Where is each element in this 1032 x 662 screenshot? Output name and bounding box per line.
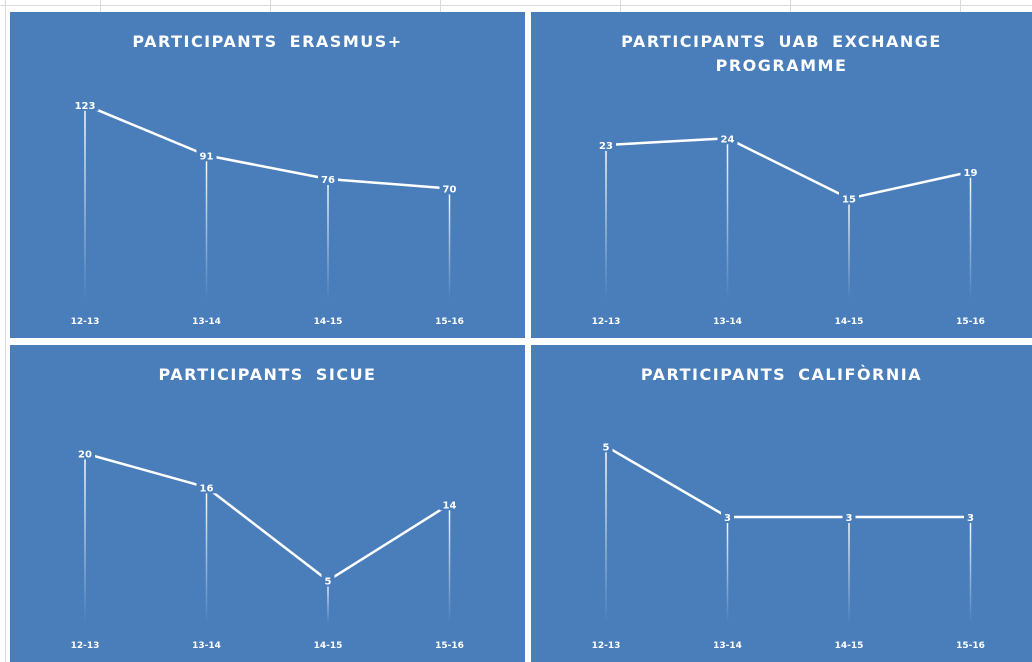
data-label-bg xyxy=(839,190,859,205)
drop-line xyxy=(848,517,850,623)
data-label-bg xyxy=(599,438,613,453)
drop-line xyxy=(84,104,86,299)
data-label-bg xyxy=(321,572,335,587)
chart: 20 16 5 14 12-13 13-14 14-15 15-16 xyxy=(10,345,525,662)
data-label-bg xyxy=(75,445,95,460)
series-line xyxy=(84,452,451,582)
data-label-bg xyxy=(71,96,99,111)
chart-area xyxy=(10,12,525,338)
x-tick-label: 12-13 xyxy=(592,641,621,651)
x-tick-label: 13-14 xyxy=(713,317,742,327)
x-tick-label: 15-16 xyxy=(435,641,464,651)
data-label-bg xyxy=(721,509,734,523)
x-tick-label: 13-14 xyxy=(713,641,742,651)
drop-line xyxy=(726,517,729,623)
data-label: 14 xyxy=(443,500,457,511)
drop-line xyxy=(327,580,329,623)
data-label: 70 xyxy=(443,185,457,196)
data-label: 123 xyxy=(75,101,96,112)
series-line xyxy=(84,103,450,190)
data-label: 3 xyxy=(724,513,731,524)
data-label-bg xyxy=(960,163,981,178)
data-label: 24 xyxy=(721,134,735,145)
drop-line xyxy=(448,188,451,299)
drop-line xyxy=(726,138,729,299)
x-tick-label: 12-13 xyxy=(592,317,621,327)
drop-line xyxy=(605,446,607,623)
drop-line xyxy=(448,504,451,623)
chart-area xyxy=(10,345,525,662)
data-label: 76 xyxy=(321,175,335,186)
data-label: 19 xyxy=(964,168,978,179)
chart-title: PARTICIPANTS CALIFÒRNIA xyxy=(640,365,923,384)
x-tick-label: 15-16 xyxy=(956,317,985,327)
x-tick-label: 15-16 xyxy=(435,317,464,327)
data-label: 20 xyxy=(78,449,92,460)
x-tick-label: 12-13 xyxy=(71,317,100,327)
drop-line xyxy=(969,517,972,623)
chart: 5 3 3 3 12-13 13-14 14-15 15-16 xyxy=(531,345,1032,662)
data-label: 15 xyxy=(842,195,856,206)
data-label: 23 xyxy=(599,141,613,152)
x-tick-label: 13-14 xyxy=(192,317,221,327)
drop-line xyxy=(84,453,86,623)
data-label-bg xyxy=(439,496,460,511)
drop-line xyxy=(848,198,850,299)
chart: 123 91 76 70 12-13 13-14 14-15 15-16 xyxy=(10,12,525,338)
data-label-bg xyxy=(596,136,616,151)
x-tick-label: 14-15 xyxy=(314,641,343,651)
chart-area xyxy=(531,12,1032,338)
drop-line xyxy=(605,144,607,299)
data-label: 16 xyxy=(200,483,214,494)
chart: 23 24 15 19 12-13 13-14 14-15 15-16 xyxy=(531,12,1032,338)
data-label-bg xyxy=(439,180,460,195)
x-tick-label: 14-15 xyxy=(835,317,864,327)
x-tick-label: 12-13 xyxy=(71,641,100,651)
series-line xyxy=(605,445,971,519)
data-label: 91 xyxy=(200,151,214,162)
data-label: 3 xyxy=(846,513,853,524)
data-label: 5 xyxy=(325,577,332,588)
chart-title: PARTICIPANTS SICUE xyxy=(158,365,377,384)
data-label-bg xyxy=(842,509,856,523)
drop-line xyxy=(969,171,972,299)
data-label-bg xyxy=(196,147,217,162)
x-tick-label: 14-15 xyxy=(835,641,864,651)
x-tick-label: 14-15 xyxy=(314,317,343,327)
data-label-bg xyxy=(318,171,338,186)
drop-line xyxy=(205,487,208,623)
data-label-bg xyxy=(964,509,977,523)
data-label-bg xyxy=(717,130,738,145)
data-label: 5 xyxy=(603,442,610,453)
chart-title: PARTICIPANTS UAB EXCHANGE PROGRAMME xyxy=(621,32,942,75)
x-tick-label: 13-14 xyxy=(192,641,221,651)
series-line xyxy=(605,137,971,200)
x-tick-label: 15-16 xyxy=(956,641,985,651)
drop-line xyxy=(327,179,329,299)
drop-line xyxy=(205,155,208,299)
chart-title: PARTICIPANTS ERASMUS+ xyxy=(132,32,403,51)
chart-area xyxy=(531,345,1032,662)
data-label-bg xyxy=(196,479,217,494)
data-label: 3 xyxy=(967,513,974,524)
